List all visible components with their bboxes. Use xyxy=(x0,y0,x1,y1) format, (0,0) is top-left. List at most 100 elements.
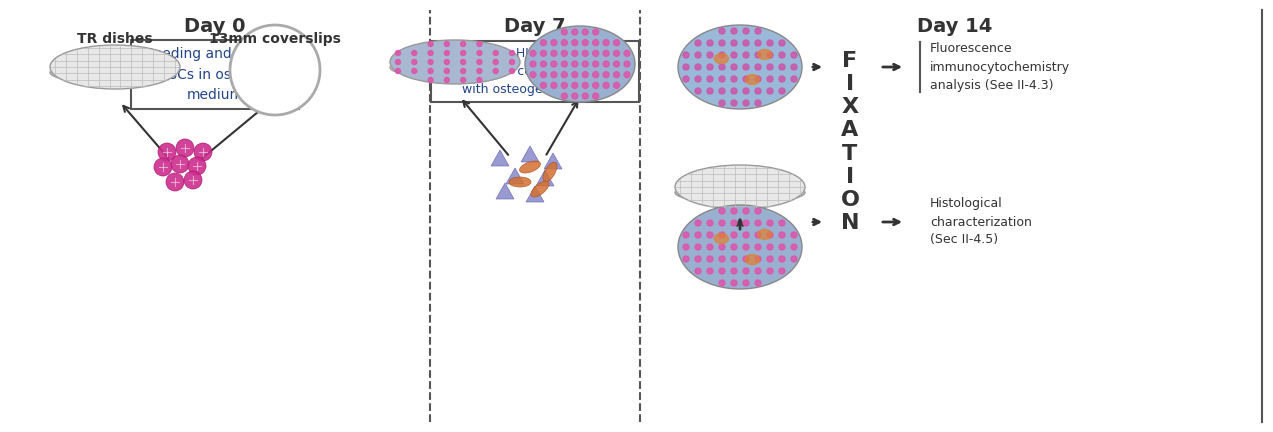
Ellipse shape xyxy=(603,61,608,67)
Ellipse shape xyxy=(757,49,771,59)
Ellipse shape xyxy=(551,83,556,88)
Ellipse shape xyxy=(679,205,802,289)
Ellipse shape xyxy=(779,52,785,58)
Ellipse shape xyxy=(731,208,737,214)
Text: TR dishes: TR dishes xyxy=(78,32,153,46)
Ellipse shape xyxy=(707,232,713,238)
Ellipse shape xyxy=(719,232,726,238)
Ellipse shape xyxy=(561,51,568,56)
Ellipse shape xyxy=(411,60,416,64)
Polygon shape xyxy=(526,186,544,202)
Ellipse shape xyxy=(530,61,536,67)
Ellipse shape xyxy=(755,64,761,70)
Ellipse shape xyxy=(755,280,761,286)
Ellipse shape xyxy=(743,268,749,274)
Ellipse shape xyxy=(509,60,514,64)
Ellipse shape xyxy=(50,45,179,89)
Ellipse shape xyxy=(719,256,726,262)
Text: Seeding and culture
hBMSCs in osteogenic
medium: Seeding and culture hBMSCs in osteogenic… xyxy=(139,47,292,102)
Text: F
I
X
A
T
I
O
N: F I X A T I O N xyxy=(840,51,859,233)
Ellipse shape xyxy=(779,268,785,274)
Ellipse shape xyxy=(551,51,556,56)
Ellipse shape xyxy=(707,64,713,70)
Ellipse shape xyxy=(684,232,689,238)
Ellipse shape xyxy=(572,61,578,67)
Ellipse shape xyxy=(230,25,320,115)
Ellipse shape xyxy=(561,40,568,46)
Polygon shape xyxy=(390,62,519,67)
Ellipse shape xyxy=(779,244,785,250)
Ellipse shape xyxy=(461,69,466,73)
Ellipse shape xyxy=(707,268,713,274)
Ellipse shape xyxy=(428,51,433,55)
Ellipse shape xyxy=(582,51,588,56)
Ellipse shape xyxy=(731,64,737,70)
Ellipse shape xyxy=(614,61,620,67)
Ellipse shape xyxy=(593,40,598,46)
Polygon shape xyxy=(50,67,179,73)
Ellipse shape xyxy=(743,256,749,262)
Polygon shape xyxy=(491,150,509,166)
Ellipse shape xyxy=(695,232,701,238)
Polygon shape xyxy=(521,146,538,162)
Ellipse shape xyxy=(707,88,713,94)
Ellipse shape xyxy=(444,69,449,73)
Text: Fluorescence
immunocytochemistry
analysis (See II-4.3): Fluorescence immunocytochemistry analysi… xyxy=(931,42,1071,92)
Ellipse shape xyxy=(461,41,466,47)
Ellipse shape xyxy=(779,256,785,262)
Ellipse shape xyxy=(743,52,749,58)
Ellipse shape xyxy=(746,75,760,85)
Text: Day 7: Day 7 xyxy=(504,17,565,36)
Ellipse shape xyxy=(731,52,737,58)
Ellipse shape xyxy=(50,61,179,83)
Ellipse shape xyxy=(396,51,401,55)
Ellipse shape xyxy=(509,69,514,73)
Ellipse shape xyxy=(719,268,726,274)
Ellipse shape xyxy=(614,83,620,88)
Ellipse shape xyxy=(551,72,556,78)
Ellipse shape xyxy=(731,88,737,94)
Ellipse shape xyxy=(719,244,726,250)
Ellipse shape xyxy=(743,64,749,70)
Ellipse shape xyxy=(755,100,761,106)
Ellipse shape xyxy=(731,76,737,82)
Ellipse shape xyxy=(582,72,588,78)
Ellipse shape xyxy=(185,171,202,189)
Ellipse shape xyxy=(390,40,519,84)
Ellipse shape xyxy=(582,61,588,67)
Ellipse shape xyxy=(411,69,416,73)
Polygon shape xyxy=(496,183,514,199)
Ellipse shape xyxy=(719,64,726,70)
Ellipse shape xyxy=(743,220,749,226)
Ellipse shape xyxy=(572,72,578,78)
Ellipse shape xyxy=(176,139,193,157)
Ellipse shape xyxy=(477,51,482,55)
Ellipse shape xyxy=(519,161,541,173)
Ellipse shape xyxy=(768,244,773,250)
Ellipse shape xyxy=(707,256,713,262)
Ellipse shape xyxy=(684,52,689,58)
Ellipse shape xyxy=(541,83,546,88)
Ellipse shape xyxy=(530,72,536,78)
Ellipse shape xyxy=(743,244,749,250)
Ellipse shape xyxy=(768,88,773,94)
Ellipse shape xyxy=(755,208,761,214)
Ellipse shape xyxy=(743,208,749,214)
Ellipse shape xyxy=(193,143,213,161)
Ellipse shape xyxy=(791,76,797,82)
Ellipse shape xyxy=(541,72,546,78)
Ellipse shape xyxy=(746,254,760,264)
Ellipse shape xyxy=(561,83,568,88)
Polygon shape xyxy=(505,168,524,184)
Ellipse shape xyxy=(707,220,713,226)
Ellipse shape xyxy=(614,51,620,56)
Ellipse shape xyxy=(572,29,578,35)
Ellipse shape xyxy=(707,76,713,82)
Ellipse shape xyxy=(461,51,466,55)
Ellipse shape xyxy=(551,61,556,67)
Ellipse shape xyxy=(755,52,761,58)
Ellipse shape xyxy=(624,72,630,78)
Polygon shape xyxy=(536,170,554,186)
Ellipse shape xyxy=(603,51,608,56)
Ellipse shape xyxy=(684,256,689,262)
